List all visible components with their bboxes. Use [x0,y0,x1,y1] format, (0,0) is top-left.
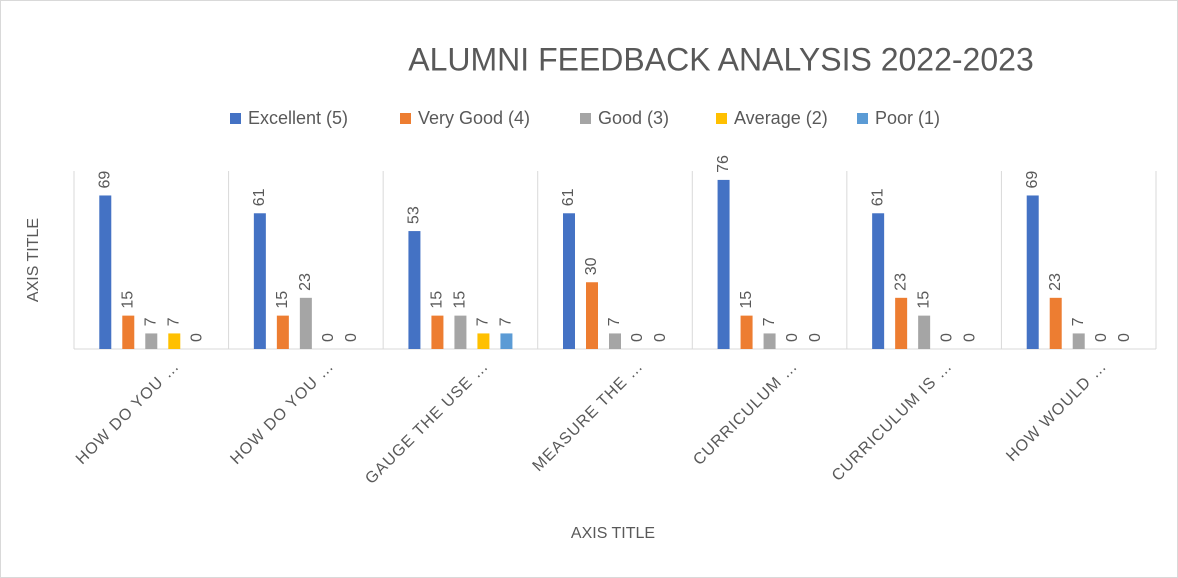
data-label: 15 [120,291,137,309]
data-label: 15 [738,291,755,309]
data-label: 23 [1047,273,1064,291]
data-label: 76 [715,155,732,173]
bar [168,333,181,349]
legend-swatch [400,113,411,124]
bar [586,282,598,349]
bar [408,231,421,349]
bar [276,315,289,349]
bar [895,297,908,349]
data-label: 61 [560,188,577,206]
legend-label: Good (3) [598,108,669,128]
data-label: 23 [297,273,314,291]
bar [145,333,158,349]
bar [477,333,490,349]
legend-swatch [580,113,591,124]
bar [609,333,621,349]
data-label: 0 [1093,333,1110,342]
data-label: 61 [251,188,268,206]
bar [1049,297,1062,349]
data-label: 0 [629,333,646,342]
legend-label: Very Good (4) [418,108,530,128]
data-label: 7 [761,317,778,326]
data-label: 7 [1070,317,1087,326]
data-label: 15 [274,291,291,309]
y-axis-title: AXIS TITLE [25,218,42,302]
bar [454,315,467,349]
bar [500,333,513,349]
data-label: 23 [892,273,909,291]
data-label: 0 [938,333,955,342]
data-label: 0 [343,333,360,342]
bar [740,315,753,349]
bar [872,213,885,349]
data-label: 7 [606,317,623,326]
data-label: 30 [583,257,600,275]
bar [99,195,112,349]
bar [431,315,444,349]
data-label: 7 [475,317,492,326]
x-axis-title: AXIS TITLE [571,525,655,542]
data-label: 0 [189,333,206,342]
data-label: 15 [429,291,446,309]
data-label: 69 [1024,171,1041,189]
legend-swatch [230,113,241,124]
legend-label: Average (2) [734,108,828,128]
data-label: 0 [320,333,337,342]
bar [1072,333,1085,349]
legend-swatch [857,113,868,124]
data-label: 7 [166,317,183,326]
data-label: 15 [452,291,469,309]
data-label: 0 [1116,333,1133,342]
bar [763,333,776,349]
legend-label: Excellent (5) [248,108,348,128]
bar [717,179,730,349]
bar [918,315,931,349]
data-label: 15 [915,291,932,309]
data-label: 0 [807,333,824,342]
bar [563,213,575,349]
data-label: 0 [784,333,801,342]
bar [253,213,266,349]
legend-swatch [716,113,727,124]
bar [122,315,135,349]
legend-label: Poor (1) [875,108,940,128]
data-label: 0 [961,333,978,342]
data-label: 7 [143,317,160,326]
data-label: 61 [869,188,886,206]
bar [299,297,312,349]
data-label: 7 [498,317,515,326]
bar [1026,195,1039,349]
chart-title: ALUMNI FEEDBACK ANALYSIS 2022-2023 [408,41,1033,77]
data-label: 69 [97,171,114,189]
data-label: 0 [652,333,669,342]
data-label: 53 [406,206,423,224]
